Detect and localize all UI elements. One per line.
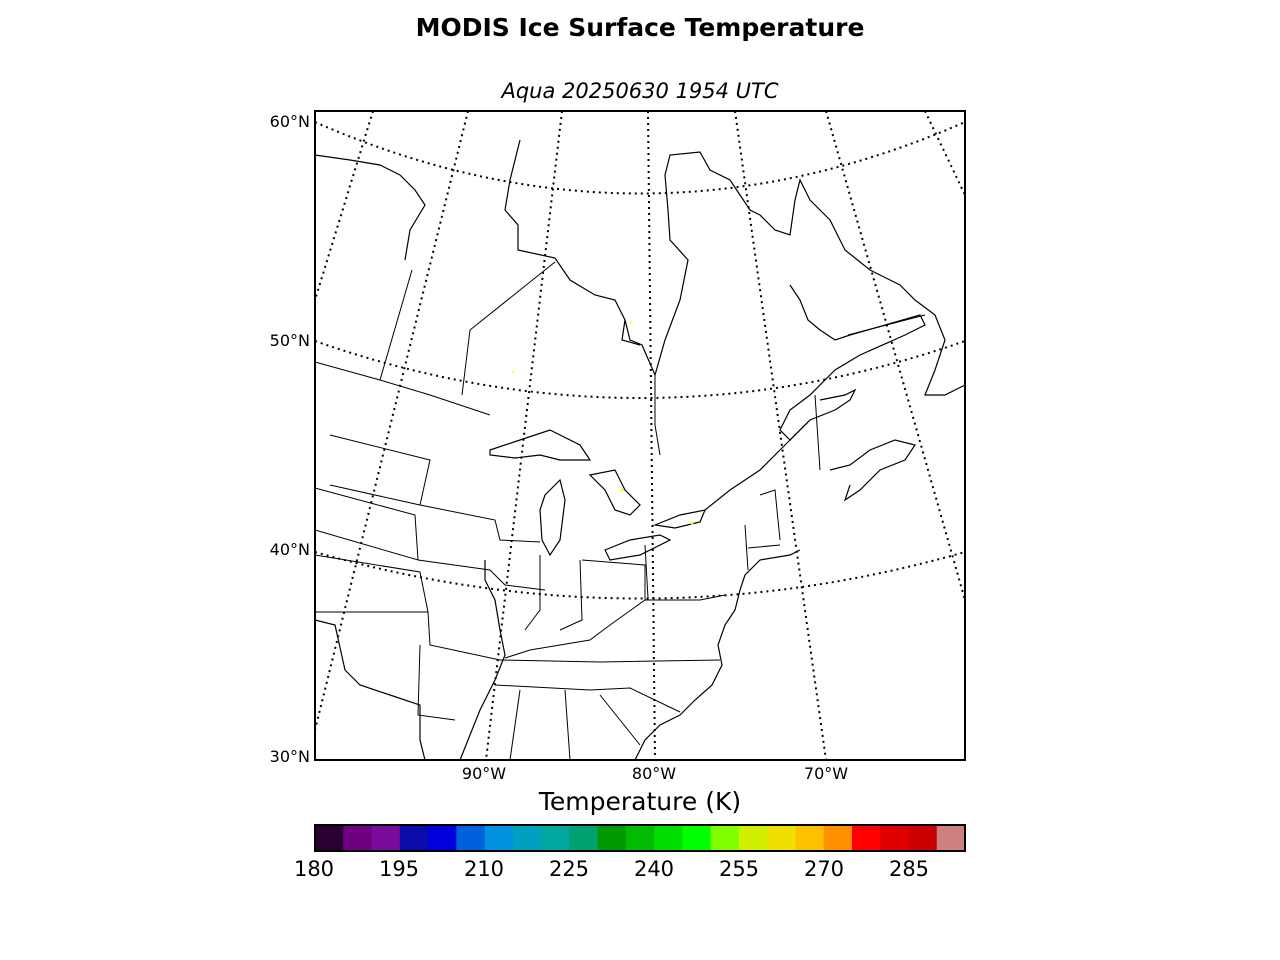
ice-pixel xyxy=(620,488,624,492)
colorbar-tick: 285 xyxy=(888,857,930,881)
colorbar-label: Temperature (K) xyxy=(538,787,742,816)
mississippi xyxy=(459,560,506,761)
colorbar-tick: 195 xyxy=(378,857,420,881)
lon-line-75w xyxy=(734,110,827,761)
lat-label-60n: 60°N xyxy=(269,112,310,131)
ice-pixel xyxy=(512,371,514,373)
lon-label-70w: 70°W xyxy=(803,764,849,783)
lake-erie xyxy=(604,534,672,561)
atlantic-coast xyxy=(634,549,801,761)
lat-label-40n: 40°N xyxy=(269,540,310,559)
colorbar-tick: 255 xyxy=(718,857,760,881)
st-lawrence xyxy=(704,419,811,511)
lat-label-30n: 30°N xyxy=(269,747,310,766)
map-title: MODIS Ice Surface Temperature xyxy=(415,13,865,42)
lake-huron xyxy=(588,469,641,516)
labrador xyxy=(779,284,926,441)
lat-line-60n xyxy=(314,121,966,195)
colorbar-tick: 270 xyxy=(803,857,845,881)
lon-line-95w xyxy=(314,110,469,731)
lake-superior xyxy=(489,429,592,461)
ice-pixel xyxy=(630,322,632,324)
hudson-bay-coast xyxy=(504,139,966,396)
coastlines xyxy=(314,139,966,761)
lat-label-50n: 50°N xyxy=(269,331,310,350)
maritimes xyxy=(829,439,916,502)
ice-pixel xyxy=(690,521,694,525)
colorbar-tick: 210 xyxy=(463,857,505,881)
graticule xyxy=(314,110,966,761)
lon-line-90w xyxy=(485,110,563,761)
map-subtitle: Aqua 20250630 1954 UTC xyxy=(501,79,779,103)
lon-line-70w xyxy=(825,110,966,601)
lat-line-40n xyxy=(314,551,966,600)
northern-coast xyxy=(314,154,426,261)
lon-label-80w: 80°W xyxy=(631,764,677,783)
ice-temperature-pixels xyxy=(512,322,694,525)
map-frame xyxy=(314,110,966,761)
gulf-coast xyxy=(314,619,426,761)
lat-line-50n xyxy=(314,340,966,399)
colorbar-tick: 225 xyxy=(548,857,590,881)
lon-label-90w: 90°W xyxy=(461,764,507,783)
lon-line-80w xyxy=(647,110,656,761)
james-bay xyxy=(621,319,641,346)
canada-us-border xyxy=(314,361,491,416)
state-borders xyxy=(314,261,926,761)
lake-michigan xyxy=(539,478,566,557)
colorbar-tick: 180 xyxy=(293,857,335,881)
colorbar-tick: 240 xyxy=(633,857,675,881)
lake-ontario xyxy=(652,509,706,529)
